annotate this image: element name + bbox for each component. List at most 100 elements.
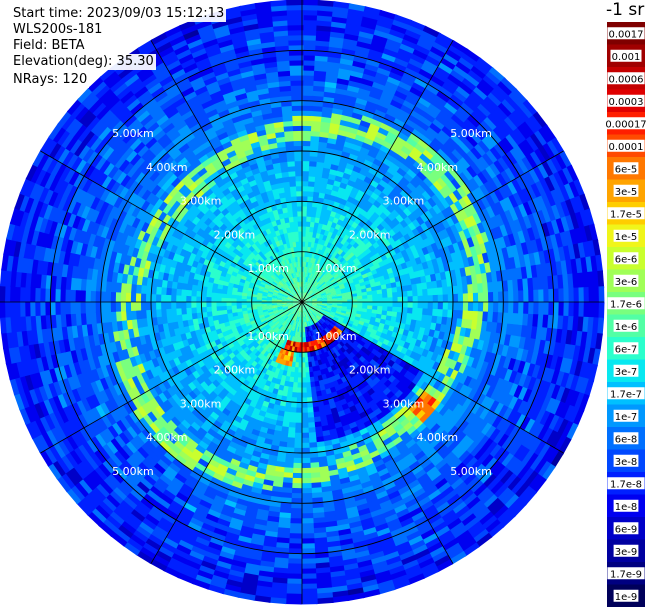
beta-cell: [569, 228, 579, 247]
beta-cell: [326, 273, 333, 279]
beta-cell: [311, 268, 316, 274]
beta-cell: [372, 294, 378, 299]
beta-cell: [309, 221, 316, 228]
beta-cell: [464, 180, 477, 194]
beta-cell: [422, 357, 432, 367]
beta-cell: [484, 425, 497, 440]
beta-cell: [313, 310, 319, 316]
beta-cell: [356, 307, 363, 312]
beta-cell: [419, 500, 434, 513]
beta-cell: [320, 261, 326, 268]
beta-cell: [302, 180, 310, 187]
beta-cell: [425, 433, 438, 446]
beta-cell: [449, 477, 464, 492]
beta-cell: [420, 212, 430, 224]
beta-cell: [424, 228, 433, 239]
beta-cell: [454, 530, 471, 544]
beta-cell: [508, 441, 522, 458]
beta-cell: [552, 315, 559, 331]
beta-cell: [329, 348, 336, 355]
beta-cell: [350, 148, 361, 157]
beta-cell: [390, 282, 398, 289]
beta-cell: [432, 554, 451, 568]
beta-cell: [559, 231, 569, 249]
beta-cell: [372, 305, 378, 311]
beta-cell: [529, 455, 544, 473]
beta-cell: [356, 289, 363, 294]
beta-cell: [485, 497, 502, 513]
beta-cell: [302, 105, 314, 112]
beta-cell: [410, 236, 420, 246]
beta-cell: [488, 352, 497, 366]
beta-cell: [383, 424, 395, 434]
beta-cell: [366, 290, 373, 296]
beta-cell: [421, 314, 428, 323]
beta-cell: [367, 298, 373, 303]
beta-cell: [435, 416, 448, 428]
beta-cell: [302, 110, 314, 117]
beta-cell: [411, 487, 426, 500]
beta-cell: [568, 181, 581, 200]
beta-cell: [420, 275, 427, 284]
beta-cell: [484, 397, 496, 412]
beta-cell: [311, 201, 319, 208]
beta-cell: [410, 109, 425, 122]
beta-cell: [372, 34, 390, 45]
beta-cell: [300, 578, 317, 585]
beta-cell: [302, 9, 320, 16]
beta-cell: [322, 198, 331, 205]
beta-cell: [430, 352, 439, 363]
beta-cell: [410, 53, 428, 66]
beta-cell: [323, 162, 333, 170]
beta-cell: [320, 116, 333, 124]
beta-cell: [315, 292, 321, 296]
beta-cell: [346, 276, 354, 282]
beta-cell: [373, 29, 391, 40]
beta-cell: [342, 269, 350, 275]
beta-cell: [416, 473, 430, 485]
beta-cell: [312, 90, 326, 97]
beta-cell: [300, 573, 317, 580]
beta-cell: [354, 418, 364, 427]
beta-cell: [523, 290, 529, 304]
beta-cell: [461, 238, 471, 251]
beta-cell: [453, 392, 464, 405]
beta-cell: [300, 558, 316, 565]
beta-cell: [469, 524, 487, 540]
beta-cell: [302, 291, 304, 298]
beta-cell: [400, 145, 413, 157]
beta-cell: [386, 287, 393, 294]
beta-cell: [323, 240, 330, 247]
beta-cell: [290, 487, 302, 494]
beta-cell: [420, 63, 438, 77]
beta-cell: [311, 262, 315, 269]
beta-cell: [454, 371, 464, 384]
beta-cell: [463, 217, 474, 230]
beta-cell: [448, 359, 458, 371]
beta-cell: [447, 286, 454, 296]
beta-cell: [369, 43, 387, 54]
beta-cell: [352, 296, 358, 300]
beta-cell: [397, 296, 404, 303]
beta-cell: [352, 277, 359, 283]
beta-cell: [384, 319, 392, 327]
beta-cell: [455, 145, 468, 159]
beta-cell: [430, 74, 447, 88]
beta-cell: [452, 189, 464, 202]
beta-cell: [546, 158, 559, 176]
beta-cell: [318, 141, 329, 149]
beta-cell: [450, 113, 466, 128]
beta-cell: [390, 144, 402, 155]
beta-cell: [579, 210, 590, 229]
beta-cell: [444, 236, 454, 247]
beta-cell: [324, 278, 330, 284]
beta-cell: [402, 99, 417, 111]
beta-cell: [417, 193, 429, 205]
beta-cell: [466, 192, 478, 205]
beta-cell: [402, 452, 415, 464]
beta-cell: [335, 311, 342, 315]
beta-cell: [302, 69, 316, 76]
beta-cell: [462, 365, 472, 377]
beta-cell: [302, 145, 312, 152]
beta-cell: [497, 302, 504, 314]
